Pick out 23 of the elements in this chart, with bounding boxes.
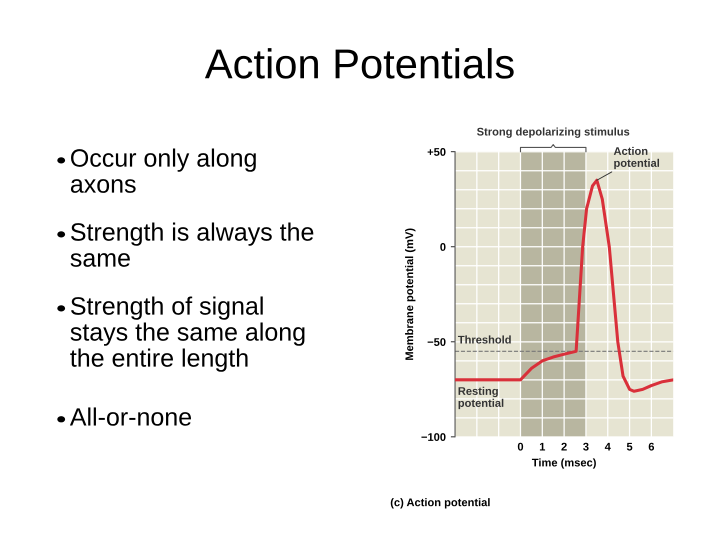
annotation: Resting potential [458, 386, 504, 410]
x-tick-label: 1 [540, 442, 546, 450]
x-tick-label: 6 [648, 442, 654, 451]
y-axis-title: Membrane potential (mV) [405, 228, 416, 360]
x-tick-label: 4 [604, 442, 611, 450]
x-tick-label: 3 [583, 442, 589, 451]
annotation: Action potential [614, 146, 660, 170]
y-tick-label: 0 [440, 243, 446, 251]
y-tick-label: −50 [428, 338, 446, 346]
x-tick-label: 2 [561, 442, 567, 450]
chart-title: Action Potentials [204, 48, 514, 79]
x-tick-label: 5 [626, 442, 632, 451]
text: Strength of signal stays the same along the entire length [70, 296, 304, 372]
ref-line-label: Threshold [458, 335, 511, 344]
x-tick-label: 0 [518, 442, 524, 451]
x-axis-title: Time (msec) [532, 458, 596, 469]
y-tick-label: +50 [428, 148, 446, 156]
y-tick-label: −100 [421, 433, 446, 441]
band-label: Strong depolarizing stimulus [476, 127, 630, 138]
text: Strength is always the same [70, 222, 314, 267]
text: All-or-none [70, 407, 192, 426]
text: (c) Action potential [390, 498, 490, 508]
text: Occur only along axons [70, 148, 256, 193]
